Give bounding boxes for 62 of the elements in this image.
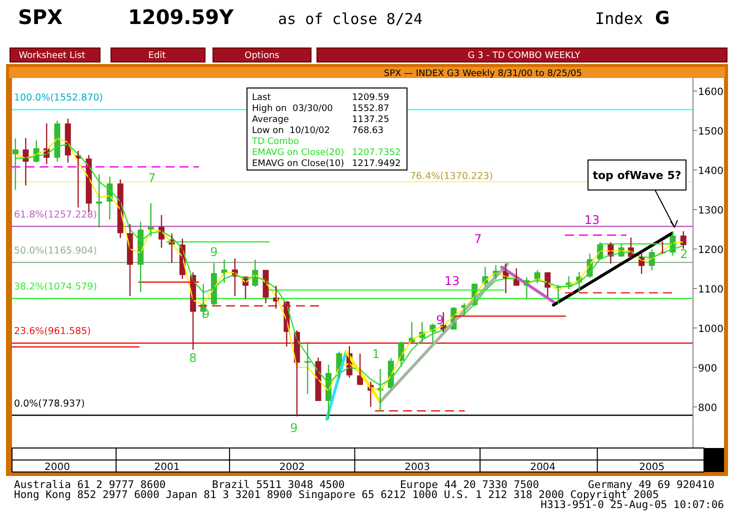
text: 1209.59Y [128, 5, 234, 29]
text: as of close 8/24 [278, 10, 422, 28]
annotation: Average [252, 115, 290, 125]
x-tick-label: 2004 [530, 462, 556, 473]
annotation: EMAVG on Close(20) [252, 148, 344, 158]
annotation: 13 [444, 274, 460, 288]
annotation: 7 [148, 171, 156, 185]
text: Australia 61 2 9777 8600 [14, 479, 166, 491]
annotation: TD Combo [251, 137, 300, 147]
x-tick-label: 2001 [154, 462, 180, 473]
text: Worksheet List [18, 51, 86, 61]
annotation: 1 [372, 347, 380, 361]
text: Germany 49 69 920410 [588, 479, 714, 491]
annotation: 2 [680, 247, 688, 261]
annotation: 8 [189, 351, 197, 365]
text: H313-951-0 25-Aug-05 10:07:06 [540, 499, 724, 511]
x-tick-label: 2005 [639, 462, 665, 473]
ref-line-label: 61.8%(1257.228) [14, 209, 97, 220]
y-tick-label: 1600 [698, 87, 724, 98]
ref-line-label: 50.0%(1165.904) [14, 245, 97, 256]
text: Edit [148, 51, 166, 61]
annotation: 1552.87 [352, 104, 390, 114]
ref-line-label: 0.0%(778.937) [14, 398, 85, 410]
y-tick-label: 1000 [698, 324, 724, 335]
y-tick-label: 1100 [698, 284, 724, 296]
text: Options [244, 51, 280, 61]
annotation: 9 [210, 245, 218, 259]
y-tick-label: 800 [698, 402, 718, 414]
annotation: 1137.25 [352, 115, 390, 125]
annotation: 9 [436, 313, 444, 327]
text: Europe 44 20 7330 7500 [400, 479, 540, 491]
text: Hong Kong 852 2977 6000 Japan 81 3 3201 8900 Singapore 65 6212 1000 U.S. 1 212 318 2000 Copyright 2005 [14, 489, 659, 501]
ref-line-label: 100.0%(1552.870) [14, 92, 103, 104]
annotation: 9 [290, 421, 298, 435]
y-tick-label: 1400 [698, 166, 724, 178]
y-tick-label: 1300 [698, 205, 724, 216]
annotation: 1209.59 [352, 93, 390, 103]
annotation: Last [252, 93, 272, 103]
y-tick-label: 1500 [698, 126, 724, 138]
text: Brazil 5511 3048 4500 [212, 479, 345, 491]
text: Index [595, 9, 644, 28]
annotation: 768.63 [352, 126, 384, 136]
text: G 3 - TD COMBO WEEKLY [468, 51, 581, 61]
y-tick-label: 900 [698, 363, 718, 374]
ref-line-label: 76.4%(1370.223) [410, 170, 493, 182]
chart-subtitle: SPX — INDEX G3 Weekly 8/31/00 to 8/25/05 [384, 69, 582, 79]
annotation: top ofWave 5? [592, 169, 682, 182]
annotation: 1207.7352 [352, 148, 401, 158]
x-tick-label: 2003 [404, 462, 430, 473]
annotation: 13 [584, 213, 600, 227]
annotation: Low on 10/10/02 [252, 126, 330, 136]
annotation: 7 [474, 232, 482, 246]
annotation: High on 03/30/00 [252, 104, 334, 114]
annotation: 1217.9492 [352, 159, 401, 169]
y-tick-label: 1200 [698, 244, 724, 256]
ref-line-label: 38.2%(1074.579) [14, 282, 97, 293]
ref-line-label: 23.6%(961.585) [14, 326, 91, 338]
chart-title: SPX [18, 5, 64, 29]
x-tick-label: 2002 [279, 462, 305, 473]
annotation: EMAVG on Close(10) [252, 159, 344, 169]
text: G [655, 8, 670, 29]
x-tick-label: 2000 [44, 462, 70, 473]
